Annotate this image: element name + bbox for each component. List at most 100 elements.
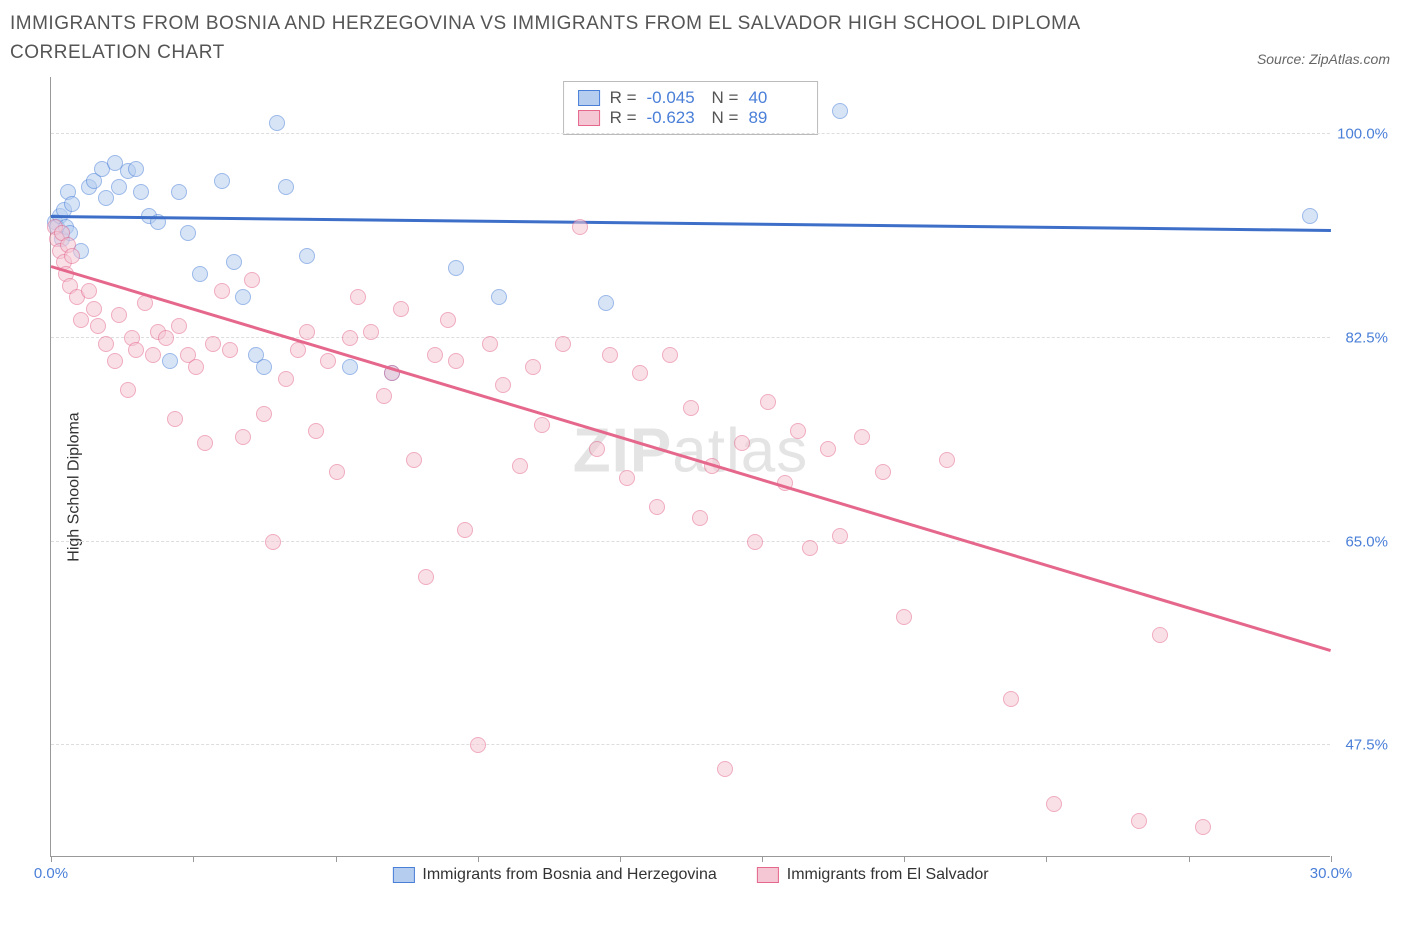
scatter-point-elsalvador xyxy=(171,318,187,334)
gridline xyxy=(51,744,1330,745)
scatter-point-elsalvador xyxy=(717,761,733,777)
scatter-point-elsalvador xyxy=(256,406,272,422)
scatter-point-elsalvador xyxy=(427,347,443,363)
swatch-elsalvador xyxy=(578,110,600,126)
scatter-point-elsalvador xyxy=(875,464,891,480)
stats-legend-box: R =-0.045N =40R =-0.623N =89 xyxy=(563,81,819,135)
scatter-point-elsalvador xyxy=(802,540,818,556)
scatter-point-elsalvador xyxy=(619,470,635,486)
scatter-point-elsalvador xyxy=(244,272,260,288)
scatter-point-elsalvador xyxy=(482,336,498,352)
scatter-point-bosnia xyxy=(299,248,315,264)
scatter-point-elsalvador xyxy=(197,435,213,451)
scatter-point-elsalvador xyxy=(1131,813,1147,829)
scatter-point-elsalvador xyxy=(525,359,541,375)
scatter-point-elsalvador xyxy=(734,435,750,451)
scatter-point-elsalvador xyxy=(308,423,324,439)
chart-title: IMMIGRANTS FROM BOSNIA AND HERZEGOVINA V… xyxy=(10,10,1160,67)
gridline xyxy=(51,133,1330,134)
scatter-point-bosnia xyxy=(832,103,848,119)
source-label: Source: ZipAtlas.com xyxy=(1257,51,1390,67)
scatter-point-elsalvador xyxy=(1003,691,1019,707)
trend-line-elsalvador xyxy=(51,265,1332,652)
watermark: ZIPatlas xyxy=(573,415,808,486)
scatter-point-bosnia xyxy=(342,359,358,375)
legend-item-bosnia: Immigrants from Bosnia and Herzegovina xyxy=(392,866,716,884)
scatter-point-elsalvador xyxy=(602,347,618,363)
scatter-point-bosnia xyxy=(171,184,187,200)
scatter-point-bosnia xyxy=(269,115,285,131)
stat-r-value: -0.623 xyxy=(647,108,702,128)
scatter-point-elsalvador xyxy=(555,336,571,352)
x-tick-label: 0.0% xyxy=(34,865,68,882)
y-tick-label: 82.5% xyxy=(1345,329,1388,346)
x-tick-label: 30.0% xyxy=(1310,865,1353,882)
scatter-point-elsalvador xyxy=(512,458,528,474)
x-tick xyxy=(51,856,52,862)
scatter-point-elsalvador xyxy=(145,347,161,363)
stat-n-value: 89 xyxy=(748,108,803,128)
scatter-point-elsalvador xyxy=(448,353,464,369)
scatter-point-elsalvador xyxy=(440,312,456,328)
y-tick-label: 47.5% xyxy=(1345,737,1388,754)
x-tick xyxy=(1046,856,1047,862)
scatter-point-elsalvador xyxy=(235,429,251,445)
stat-r-label: R = xyxy=(610,88,637,108)
scatter-point-bosnia xyxy=(192,266,208,282)
scatter-point-bosnia xyxy=(491,289,507,305)
scatter-point-bosnia xyxy=(278,179,294,195)
scatter-point-elsalvador xyxy=(632,365,648,381)
stat-r-label: R = xyxy=(610,108,637,128)
scatter-point-elsalvador xyxy=(167,411,183,427)
scatter-point-elsalvador xyxy=(188,359,204,375)
scatter-point-elsalvador xyxy=(107,353,123,369)
stats-row-bosnia: R =-0.045N =40 xyxy=(578,88,804,108)
stats-row-elsalvador: R =-0.623N =89 xyxy=(578,108,804,128)
legend-label: Immigrants from Bosnia and Herzegovina xyxy=(422,866,716,884)
scatter-point-elsalvador xyxy=(747,534,763,550)
scatter-point-elsalvador xyxy=(342,330,358,346)
scatter-point-elsalvador xyxy=(1195,819,1211,835)
scatter-point-elsalvador xyxy=(790,423,806,439)
scatter-point-elsalvador xyxy=(278,371,294,387)
scatter-point-elsalvador xyxy=(329,464,345,480)
scatter-point-bosnia xyxy=(448,260,464,276)
scatter-point-bosnia xyxy=(111,179,127,195)
legend-label: Immigrants from El Salvador xyxy=(787,866,989,884)
y-tick-label: 65.0% xyxy=(1345,533,1388,550)
scatter-point-elsalvador xyxy=(90,318,106,334)
swatch-bosnia xyxy=(578,90,600,106)
chart-container: High School Diploma ZIPatlas R =-0.045N … xyxy=(10,77,1390,897)
legend-swatch-bosnia xyxy=(392,867,414,883)
scatter-point-elsalvador xyxy=(820,441,836,457)
scatter-point-elsalvador xyxy=(64,248,80,264)
scatter-point-elsalvador xyxy=(120,382,136,398)
scatter-point-elsalvador xyxy=(299,324,315,340)
x-tick xyxy=(336,856,337,862)
scatter-point-elsalvador xyxy=(73,312,89,328)
plot-area: ZIPatlas R =-0.045N =40R =-0.623N =89 Im… xyxy=(50,77,1330,857)
scatter-point-elsalvador xyxy=(205,336,221,352)
scatter-point-elsalvador xyxy=(111,307,127,323)
scatter-point-elsalvador xyxy=(760,394,776,410)
bottom-legend: Immigrants from Bosnia and Herzegovina Im… xyxy=(392,866,988,884)
scatter-point-bosnia xyxy=(226,254,242,270)
x-tick xyxy=(1189,856,1190,862)
scatter-point-elsalvador xyxy=(683,400,699,416)
scatter-point-elsalvador xyxy=(406,452,422,468)
scatter-point-bosnia xyxy=(128,161,144,177)
scatter-point-elsalvador xyxy=(662,347,678,363)
scatter-point-elsalvador xyxy=(649,499,665,515)
scatter-point-elsalvador xyxy=(572,219,588,235)
scatter-point-elsalvador xyxy=(1046,796,1062,812)
gridline xyxy=(51,541,1330,542)
scatter-point-elsalvador xyxy=(534,417,550,433)
scatter-point-elsalvador xyxy=(128,342,144,358)
scatter-point-elsalvador xyxy=(393,301,409,317)
scatter-point-elsalvador xyxy=(939,452,955,468)
scatter-point-bosnia xyxy=(133,184,149,200)
scatter-point-bosnia xyxy=(64,196,80,212)
trend-line-bosnia xyxy=(51,215,1331,232)
scatter-point-elsalvador xyxy=(854,429,870,445)
x-tick xyxy=(762,856,763,862)
